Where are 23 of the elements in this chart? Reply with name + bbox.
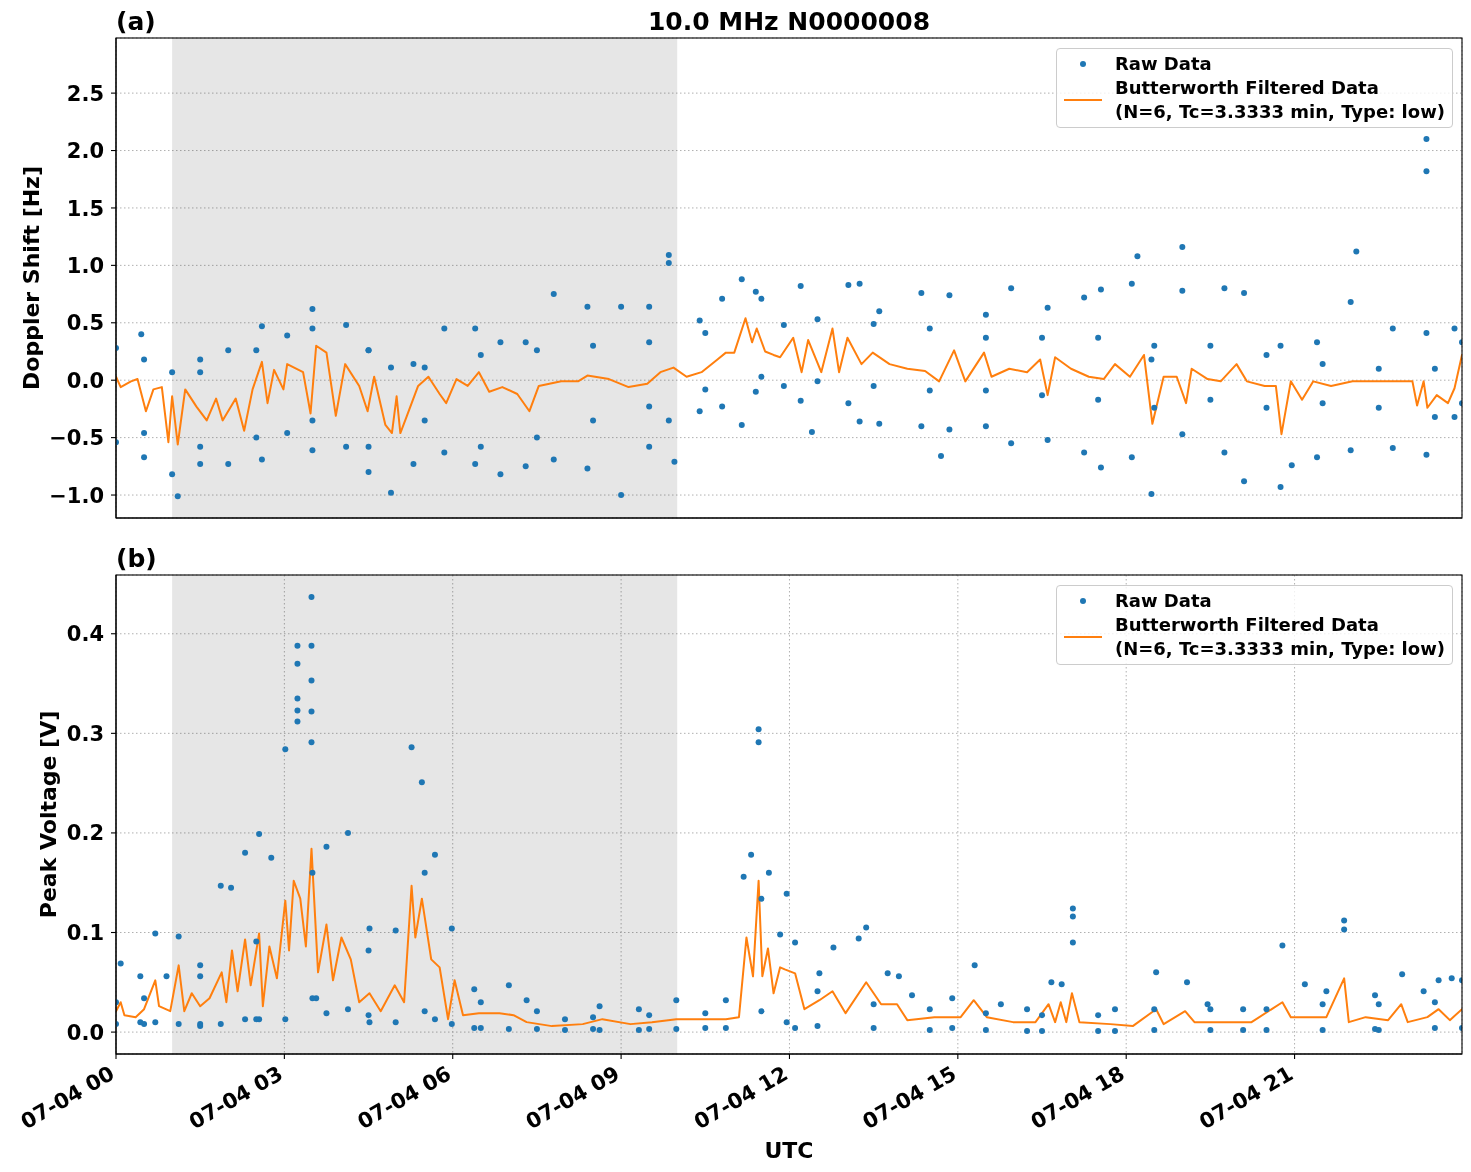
y-tick-label: 0.0 — [66, 368, 104, 393]
chart-title: 10.0 MHz N0000008 — [647, 7, 931, 36]
y-tick-label: 0.3 — [66, 721, 104, 746]
y-tick-label: −1.0 — [49, 483, 104, 508]
legend-label: Raw Data — [1114, 52, 1212, 76]
y-tick-label: 1.0 — [66, 253, 104, 278]
y-tick-label: 2.0 — [66, 139, 104, 164]
y-axis-title: Doppler Shift [Hz] — [18, 166, 44, 390]
y-tick-label: 0.5 — [66, 311, 104, 336]
y-tick-label: 0.4 — [66, 622, 104, 647]
x-axis-title: UTC — [764, 1138, 814, 1163]
y-tick-label: 1.5 — [66, 196, 104, 221]
y-axis-title: Peak Voltage [V] — [36, 710, 62, 919]
y-tick-label: 2.5 — [66, 81, 104, 106]
y-tick-label: 0.1 — [66, 921, 104, 946]
text: (a) — [116, 7, 156, 36]
legend-label: Raw Data — [1114, 589, 1212, 613]
y-tick-label: 0.0 — [66, 1020, 104, 1045]
text: (b) — [116, 544, 157, 573]
legend-label: Butterworth Filtered Data (N=6, Tc=3.3333 min, Type: low) — [1114, 76, 1445, 124]
y-tick-label: 0.2 — [66, 821, 104, 846]
legend-label: Butterworth Filtered Data (N=6, Tc=3.3333 min, Type: low) — [1114, 613, 1445, 661]
y-tick-label: −0.5 — [49, 426, 104, 451]
